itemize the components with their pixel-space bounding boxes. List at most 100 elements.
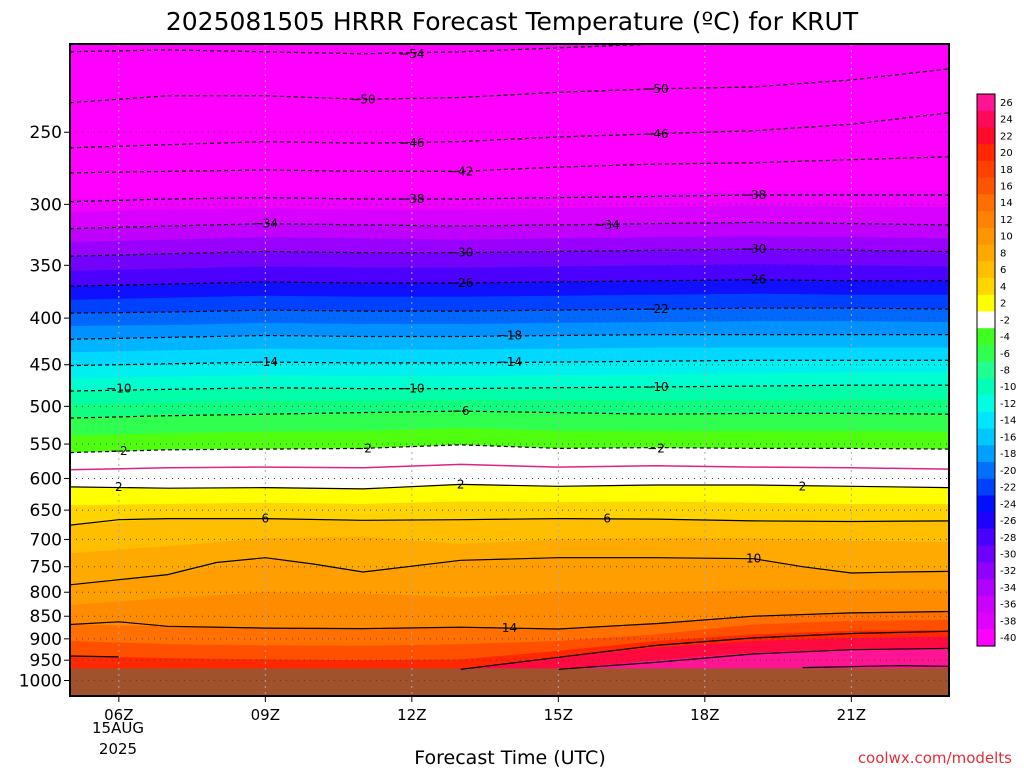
isotherm-18-19 [460, 630, 949, 670]
contour-label--2-0: −2 [110, 444, 128, 458]
ground-layer [70, 668, 949, 696]
x-tick-label-18Z: 18Z [690, 706, 719, 724]
isotherm-2-15 [70, 483, 949, 490]
colorbar-label-12: 2 [1000, 299, 1006, 310]
y-tick-label-850: 850 [30, 607, 62, 627]
contour-label-10-0: 10 [746, 552, 761, 566]
colorbar-swatch-30 [977, 595, 995, 614]
contour-label--30-0: −30 [448, 246, 473, 260]
y-tick-label-400: 400 [30, 309, 62, 329]
contour-label--46-1: −46 [643, 127, 668, 141]
colorbar-swatch-9 [977, 244, 995, 262]
colorbar-label-30: -36 [1000, 600, 1016, 611]
contour-label--14-0: −14 [253, 355, 278, 369]
colorbar-swatch-19 [977, 411, 995, 430]
pressure-gridlines [70, 131, 949, 681]
y-tick-label-350: 350 [30, 256, 62, 276]
colorbar-label-10: 6 [1000, 265, 1006, 276]
colorbar-swatch-15 [977, 344, 995, 363]
x-tick-label-06Z: 06Z [104, 706, 133, 724]
date-label-day: 15AUG [92, 719, 144, 737]
temperature-bands [70, 44, 949, 696]
contour-label--10-2: −10 [643, 380, 668, 394]
colorbar-swatch-27 [977, 545, 995, 563]
contour-label-6-0: 6 [262, 512, 270, 526]
x-tick-label-21Z: 21Z [837, 706, 866, 724]
y-tick-label-1000: 1000 [19, 671, 62, 691]
colorbar-label-9: 8 [1000, 248, 1006, 259]
isotherm-26-21 [802, 664, 949, 669]
colorbar-label-24: -24 [1000, 499, 1016, 510]
colorbar-swatch-16 [977, 361, 995, 379]
contour-label--38-1: −38 [741, 188, 766, 202]
y-tick-label-500: 500 [30, 397, 62, 417]
colorbar-label-7: 12 [1000, 215, 1013, 226]
colorbar-swatch-22 [977, 462, 995, 480]
contour-label-6-1: 6 [603, 512, 611, 526]
contour-label--34-1: −34 [595, 218, 620, 232]
plot-area: −54−50−50−46−46−42−38 −38−34 −34−30 −30−26−… [70, 44, 949, 696]
colorbar-label-17: -10 [1000, 382, 1016, 393]
colorbar-swatch-21 [977, 445, 995, 463]
colorbar-swatch-31 [977, 612, 995, 630]
contour-label--54-0: −54 [399, 47, 424, 61]
y-tick-label-600: 600 [30, 469, 62, 489]
colorbar-swatch-4 [977, 160, 995, 179]
colorbar-swatch-17 [977, 378, 995, 396]
x-axis-label: Forecast Time (UTC) [414, 747, 605, 768]
colorbar-label-26: -28 [1000, 533, 1016, 544]
y-tick-label-700: 700 [30, 530, 62, 550]
contour-label--2-1: −2 [354, 441, 372, 455]
colorbar-label-20: -16 [1000, 432, 1016, 443]
colorbar-swatch-25 [977, 512, 995, 530]
colorbar-label-14: -4 [1000, 332, 1010, 343]
y-tick-label-950: 950 [30, 651, 62, 671]
y-tick-label-550: 550 [30, 435, 62, 455]
isotherm-22-20 [558, 647, 949, 670]
colorbar-label-13: -2 [1000, 315, 1010, 326]
contour-label-2-2: 2 [799, 479, 807, 493]
ground-fill [70, 668, 949, 696]
x-tick-label-09Z: 09Z [251, 706, 280, 724]
contour-label--42-0: −42 [448, 164, 473, 178]
colorbar-label-6: 14 [1000, 198, 1013, 209]
colorbar-frame [976, 93, 996, 647]
colorbar-swatch-11 [977, 278, 995, 296]
contour-label--26-0: −26 [448, 276, 473, 290]
contour-label--50-0: −50 [350, 92, 375, 106]
colorbar-swatch-12 [977, 294, 995, 313]
x-axis-ticks: 06Z 09Z 12Z 15Z 18Z 21Z [104, 696, 866, 724]
isotherm-14-18 [70, 610, 949, 630]
contour-label--10-0: −10 [106, 382, 131, 396]
colorbar-swatch-32 [977, 629, 995, 647]
y-tick-label-750: 750 [30, 558, 62, 578]
colorbar-label-32: -40 [1000, 633, 1016, 644]
contour-labels: −54−50−50−46−46−42−38 −38−34 −34−30 −30−26−… [106, 47, 806, 635]
date-label-year: 2025 [99, 740, 137, 758]
contour-label--22-0: −22 [643, 302, 668, 316]
colorbar-swatch-20 [977, 428, 995, 446]
chart-title: 2025081505 HRRR Forecast Temperature (ºC… [166, 7, 859, 36]
y-tick-label-250: 250 [30, 123, 62, 143]
contour-label--14-1: −14 [497, 355, 522, 369]
colorbar-swatch-26 [977, 528, 995, 547]
colorbar-label-0: 26 [1000, 98, 1013, 109]
colorbar-label-5: 16 [1000, 182, 1013, 193]
y-tick-label-900: 900 [30, 630, 62, 650]
contour-label-2-0: 2 [115, 480, 123, 494]
colorbar-swatch-29 [977, 579, 995, 597]
colorbar-label-22: -20 [1000, 466, 1016, 477]
colorbar-swatch-1 [977, 110, 995, 129]
colorbar-swatch-23 [977, 478, 995, 497]
colorbar-swatch-28 [977, 562, 995, 580]
credit-link[interactable]: coolwx.com/modelts [858, 749, 1012, 767]
contour-label--46-0: −46 [399, 136, 424, 150]
isotherm-0-14 [70, 463, 949, 471]
contour-label-2-1: 2 [457, 477, 465, 491]
time-gridlines [118, 44, 852, 696]
colorbar-swatch-2 [977, 127, 995, 145]
contour-label--26-1: −26 [741, 273, 766, 287]
colorbar-label-18: -12 [1000, 399, 1016, 410]
colorbar-swatch-7 [977, 211, 995, 229]
